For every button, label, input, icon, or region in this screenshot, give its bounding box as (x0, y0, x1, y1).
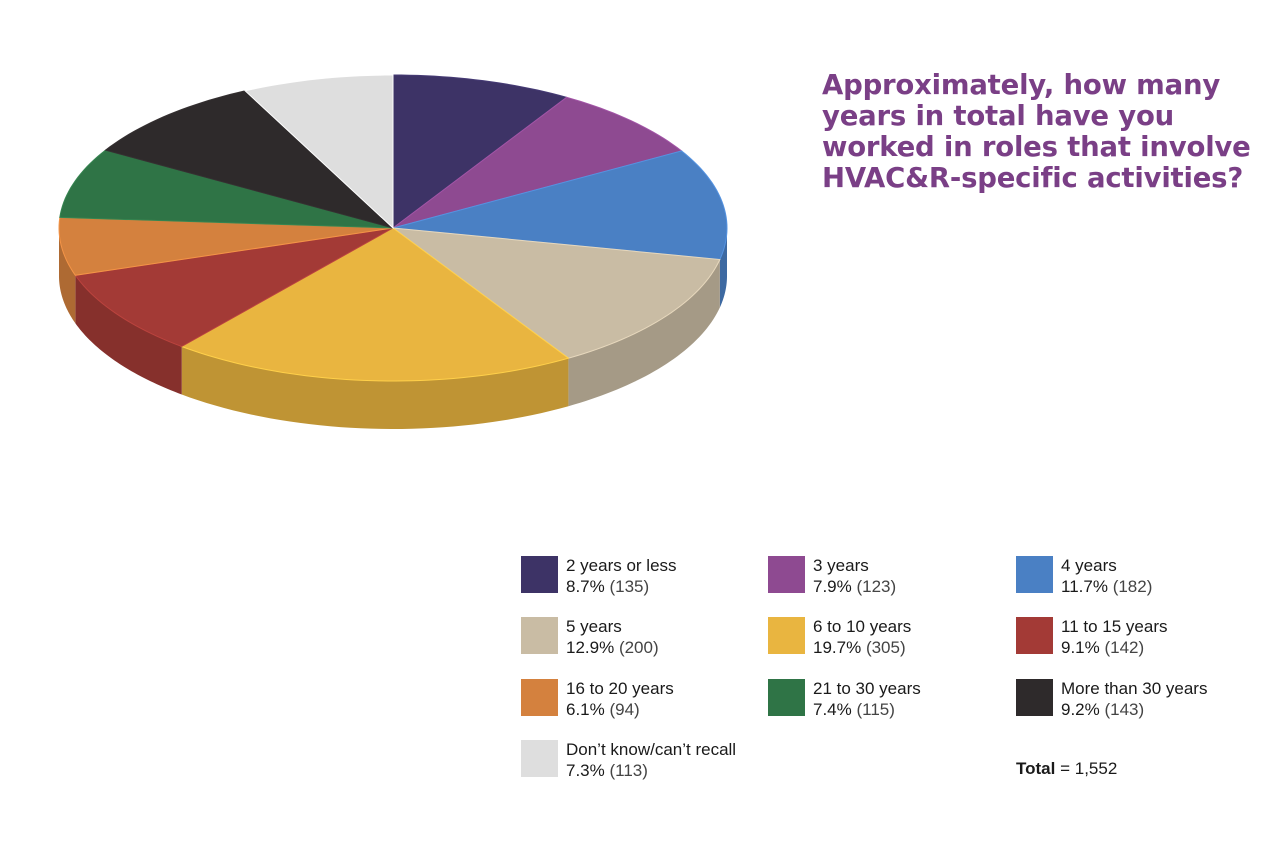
legend-item-5-years: 5 years 12.9% (200) (521, 616, 756, 660)
legend-item-6-to-10-years: 6 to 10 years 19.7% (305) (768, 616, 1003, 660)
pie-slice-3-years (392, 96, 683, 229)
pie-slice-21-to-30-years (59, 149, 394, 229)
pie-side-walls (59, 228, 727, 429)
legend-value: 19.7% (305) (813, 637, 911, 658)
legend-percent: 7.9% (813, 577, 852, 596)
legend-swatch (521, 617, 558, 654)
legend-percent: 9.1% (1061, 638, 1100, 657)
legend-value: 9.2% (143) (1061, 699, 1207, 720)
legend-item-2-years-or-less: 2 years or less 8.7% (135) (521, 555, 756, 599)
pie-top-faces (58, 74, 728, 382)
legend-swatch (1016, 556, 1053, 593)
legend-swatch (521, 679, 558, 716)
legend-item-21-to-30-years: 21 to 30 years 7.4% (115) (768, 678, 1003, 722)
pie-side-6-to-10-years (181, 346, 569, 429)
legend-label: 3 years (813, 556, 869, 575)
legend-text: 6 to 10 years 19.7% (305) (813, 616, 911, 658)
legend-value: 8.7% (135) (566, 576, 677, 597)
pie-slice-16-to-20-years (58, 216, 394, 276)
pie-slice-11-to-15-years (74, 227, 394, 348)
chart-title: Approximately, how many years in total h… (822, 69, 1251, 194)
legend-swatch (1016, 617, 1053, 654)
legend-label: Don’t know/can’t recall (566, 740, 737, 759)
pie-side-5-years (568, 259, 720, 407)
legend-text: 4 years 11.7% (182) (1061, 555, 1152, 597)
legend-text: 16 to 20 years 6.1% (94) (566, 678, 674, 720)
legend-item-11-to-15-years: 11 to 15 years 9.1% (142) (1016, 616, 1251, 660)
legend-count: (143) (1104, 700, 1145, 719)
legend-count: (94) (609, 700, 640, 719)
total-label: Total = 1,552 (1016, 759, 1117, 779)
legend-count: (182) (1112, 577, 1153, 596)
pie-slice-don-t-know-can-t-recall (244, 74, 394, 230)
legend-count: (135) (609, 577, 650, 596)
legend-swatch (768, 679, 805, 716)
legend-count: (142) (1104, 638, 1145, 657)
legend-percent: 9.2% (1061, 700, 1100, 719)
legend-label: 5 years (566, 617, 622, 636)
legend-percent: 7.4% (813, 700, 852, 719)
pie-side-4-years (719, 228, 727, 308)
legend-label: 16 to 20 years (566, 679, 674, 698)
legend-text: 21 to 30 years 7.4% (115) (813, 678, 921, 720)
total-label-bold: Total (1016, 759, 1056, 778)
legend-item-4-years: 4 years 11.7% (182) (1016, 555, 1251, 599)
legend-text: Don’t know/can’t recall 7.3% (113) (566, 739, 736, 781)
legend-text: 11 to 15 years 9.1% (142) (1061, 616, 1167, 658)
pie-side-16-to-20-years (59, 228, 76, 324)
legend-item-more-than-30-years: More than 30 years 9.2% (143) (1016, 678, 1251, 722)
legend-text: 2 years or less 8.7% (135) (566, 555, 677, 597)
legend-value: 7.3% (113) (566, 760, 736, 781)
legend-percent: 6.1% (566, 700, 605, 719)
legend-count: (200) (618, 638, 659, 657)
legend-value: 7.9% (123) (813, 576, 896, 597)
legend-value: 6.1% (94) (566, 699, 674, 720)
legend-value: 7.4% (115) (813, 699, 921, 720)
legend-swatch (521, 740, 558, 777)
legend-label: 11 to 15 years (1061, 617, 1168, 636)
legend-percent: 7.3% (566, 761, 605, 780)
legend-count: (123) (856, 577, 897, 596)
pie-side-11-to-15-years (75, 275, 182, 395)
legend-percent: 19.7% (813, 638, 862, 657)
legend-percent: 8.7% (566, 577, 605, 596)
legend-count: (305) (865, 638, 906, 657)
pie-slice-2-years-or-less (392, 74, 568, 230)
legend-item-16-to-20-years: 16 to 20 years 6.1% (94) (521, 678, 756, 722)
legend-item-3-years: 3 years 7.9% (123) (768, 555, 1003, 599)
legend-label: 2 years or less (566, 556, 677, 575)
legend-label: 21 to 30 years (813, 679, 921, 698)
legend-text: 3 years 7.9% (123) (813, 555, 896, 597)
legend-swatch (768, 617, 805, 654)
legend-label: More than 30 years (1061, 679, 1208, 698)
total-value: = 1,552 (1060, 759, 1118, 778)
legend-count: (113) (609, 761, 648, 780)
legend-count: (115) (856, 700, 895, 719)
pie-slice-4-years (392, 150, 728, 261)
legend-swatch (521, 556, 558, 593)
legend-value: 12.9% (200) (566, 637, 659, 658)
legend-text: 5 years 12.9% (200) (566, 616, 659, 658)
legend-label: 6 to 10 years (813, 617, 912, 636)
pie-slice-more-than-30-years (104, 90, 394, 229)
pie-slice-6-to-10-years (180, 227, 570, 382)
legend-swatch (1016, 679, 1053, 716)
legend-value: 11.7% (182) (1061, 576, 1152, 597)
legend-swatch (768, 556, 805, 593)
legend-percent: 12.9% (566, 638, 615, 657)
legend-label: 4 years (1061, 556, 1117, 575)
legend-percent: 11.7% (1061, 577, 1108, 596)
legend-value: 9.1% (142) (1061, 637, 1167, 658)
pie-slice-5-years (391, 227, 721, 359)
legend-item-don-t-know-can-t-recall: Don’t know/can’t recall 7.3% (113) (521, 739, 756, 783)
legend-text: More than 30 years 9.2% (143) (1061, 678, 1207, 720)
